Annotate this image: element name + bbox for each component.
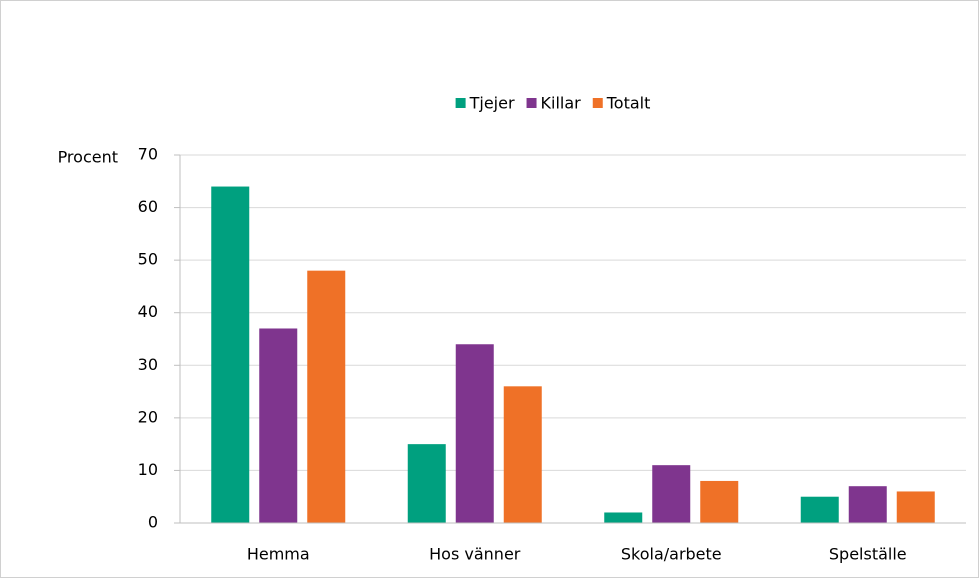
legend-swatch	[592, 98, 603, 108]
y-tick-label: 40	[138, 302, 158, 321]
legend-label: Tjejer	[469, 94, 515, 113]
x-tick-label: Hos vänner	[429, 545, 521, 564]
legend: Tjejer Killar Totalt	[455, 94, 651, 113]
y-tick-label: 10	[138, 460, 158, 479]
y-tick-label: 0	[148, 513, 158, 532]
bar	[503, 386, 542, 523]
legend-swatch	[455, 98, 466, 108]
bar	[307, 270, 346, 523]
bar	[211, 186, 250, 524]
y-tick-label: 70	[138, 145, 158, 164]
y-tick-label: 60	[138, 197, 158, 216]
bar	[896, 491, 935, 523]
y-tick-label: 30	[138, 355, 158, 374]
bar	[700, 480, 739, 523]
bar	[604, 512, 643, 523]
bar	[652, 465, 691, 523]
y-tick-label: 50	[138, 250, 158, 269]
x-tick-label: Spelställe	[829, 545, 907, 564]
legend-swatch	[526, 98, 537, 108]
x-tick-label: Skola/arbete	[621, 545, 722, 564]
y-tick-label: 20	[138, 407, 158, 426]
x-tick-label: Hemma	[247, 545, 310, 564]
legend-label: Totalt	[606, 94, 651, 113]
bar	[455, 344, 494, 523]
bar	[259, 328, 298, 523]
bar	[848, 486, 887, 523]
bar	[407, 444, 446, 523]
y-axis-label: Procent	[58, 148, 118, 167]
bar	[800, 496, 839, 523]
legend-label: Killar	[541, 94, 582, 113]
